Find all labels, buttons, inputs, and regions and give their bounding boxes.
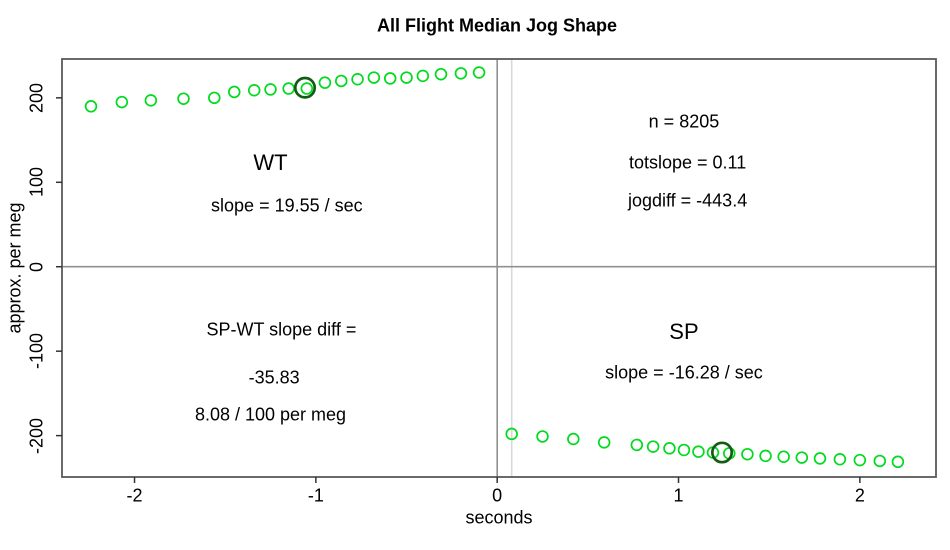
x-tick-label: -2 (126, 485, 143, 506)
data-point-wt (400, 71, 413, 84)
data-point-wt (416, 69, 430, 83)
data-point-sp (759, 449, 772, 463)
data-point-sp (853, 453, 867, 467)
chart-title: All Flight Median Jog Shape (376, 15, 618, 36)
data-point-wt (367, 71, 381, 84)
data-point-sp (567, 432, 580, 446)
plot-annotation-6: -35.83 (248, 367, 300, 388)
data-point-sp (505, 427, 518, 441)
data-point-sp (873, 454, 887, 468)
data-point-wt (351, 73, 364, 86)
data-point-sp (646, 440, 660, 453)
x-axis-label: seconds (465, 507, 533, 528)
x-tick-label: 1 (673, 485, 684, 506)
data-point-wt (228, 85, 241, 99)
data-point-sp (536, 430, 549, 443)
data-point-wt (247, 83, 261, 97)
y-tick-label: 200 (26, 82, 47, 113)
y-tick-label: 100 (26, 167, 47, 198)
highlighted-data-point-wt (293, 76, 317, 99)
data-point-sp (677, 443, 691, 457)
data-point-sp (777, 450, 790, 463)
data-point-wt (208, 91, 221, 105)
data-point-wt (282, 82, 295, 95)
data-point-wt (454, 67, 468, 80)
data-point-sp (741, 447, 754, 461)
data-point-sp (692, 445, 705, 458)
plot-annotation-0: WT (253, 149, 288, 175)
x-tick-label: 2 (854, 485, 865, 506)
data-point-sp (630, 438, 644, 452)
data-point-sp (891, 455, 905, 469)
plot-border (61, 58, 937, 478)
data-point-wt (264, 83, 277, 96)
plot-annotation-9: slope = -16.28 / sec (605, 362, 763, 383)
data-point-wt (115, 95, 129, 109)
data-point-wt (177, 92, 190, 105)
data-point-sp (795, 451, 809, 464)
data-point-wt (334, 74, 348, 88)
data-point-wt (318, 76, 332, 89)
plot-annotation-3: totslope = 0.11 (628, 152, 747, 173)
y-tick-label: -200 (26, 417, 47, 454)
plot-annotation-8: SP (669, 318, 699, 344)
plot-annotation-5: SP-WT slope diff = (206, 319, 357, 340)
y-axis-label: approx. per meg (4, 202, 25, 334)
x-tick-label: 0 (492, 485, 503, 506)
highlighted-data-point-sp (710, 441, 734, 464)
y-tick-label: -100 (26, 333, 47, 370)
y-tick-label: 0 (26, 261, 47, 272)
plot-annotation-7: 8.08 / 100 per meg (194, 404, 347, 425)
x-tick-label: -1 (307, 485, 324, 506)
data-point-sp (833, 453, 847, 466)
plot-annotation-4: jogdiff = -443.4 (627, 190, 748, 211)
plot-annotation-1: slope = 19.55 / sec (211, 195, 363, 216)
data-point-wt (84, 100, 98, 113)
data-point-sp (597, 436, 611, 449)
data-point-wt (300, 82, 314, 95)
data-point-wt (472, 66, 486, 79)
data-point-wt (383, 72, 397, 85)
data-point-sp (813, 452, 827, 465)
plot-annotation-2: n = 8205 (648, 111, 720, 132)
data-point-wt (144, 94, 158, 107)
data-point-wt (434, 67, 448, 81)
data-point-sp (663, 442, 676, 455)
